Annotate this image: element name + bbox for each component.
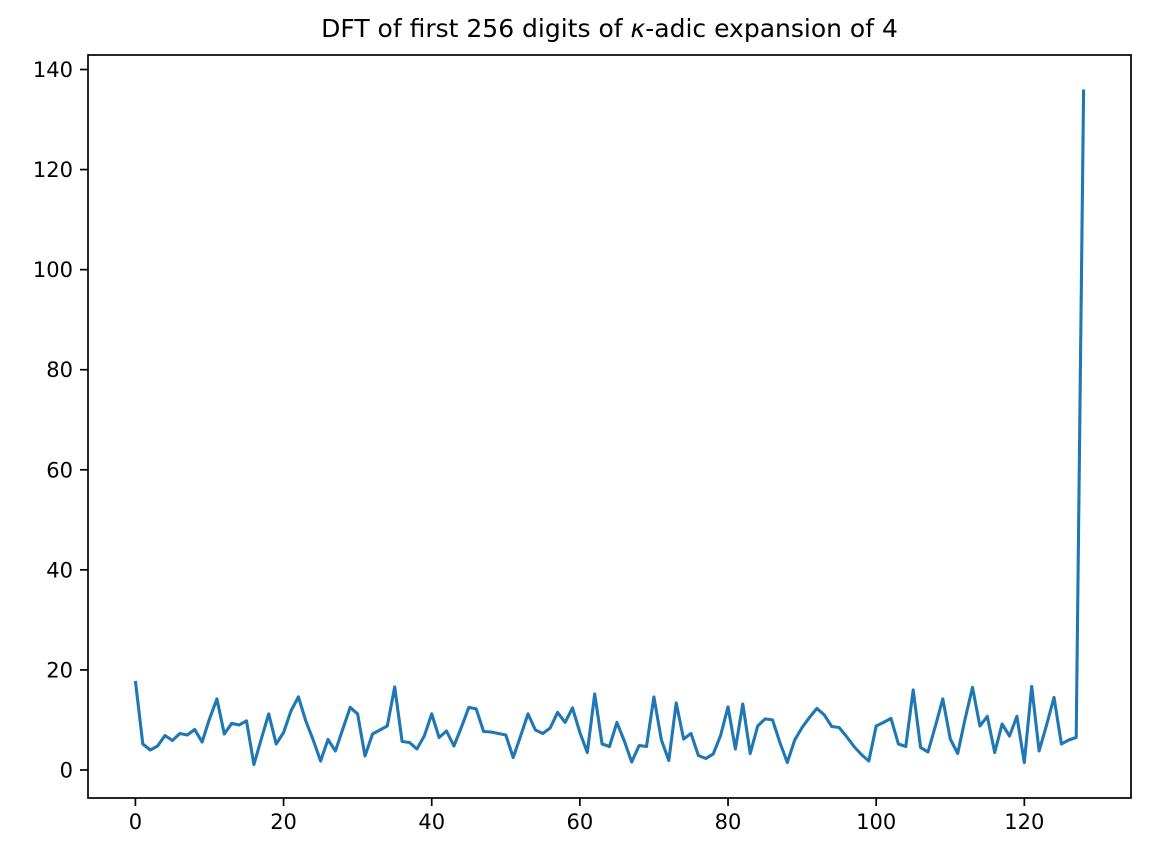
chart-title-prefix: DFT of first 256 digits of xyxy=(321,14,631,43)
x-tick-label: 120 xyxy=(1004,810,1044,834)
y-tick-label: 20 xyxy=(46,658,73,682)
axes-frame xyxy=(87,54,1132,799)
y-tick-label: 140 xyxy=(33,58,73,82)
x-tick-label: 60 xyxy=(567,810,594,834)
y-tick-label: 0 xyxy=(60,758,73,782)
dft-line-series xyxy=(133,89,1086,767)
chart-title: DFT of first 256 digits of κ-adic expans… xyxy=(88,14,1131,43)
x-tick-label: 20 xyxy=(270,810,297,834)
chart-title-suffix: -adic expansion of 4 xyxy=(645,14,898,43)
x-tick-label: 40 xyxy=(418,810,445,834)
y-tick-label: 120 xyxy=(33,158,73,182)
chart-title-kappa: κ xyxy=(630,14,646,43)
y-tick-label: 60 xyxy=(46,458,73,482)
x-tick-label: 0 xyxy=(129,810,142,834)
y-tick-label: 80 xyxy=(46,358,73,382)
x-tick-label: 80 xyxy=(715,810,742,834)
y-tick-label: 40 xyxy=(46,558,73,582)
y-tick-label: 100 xyxy=(33,258,73,282)
x-tick-label: 100 xyxy=(856,810,896,834)
